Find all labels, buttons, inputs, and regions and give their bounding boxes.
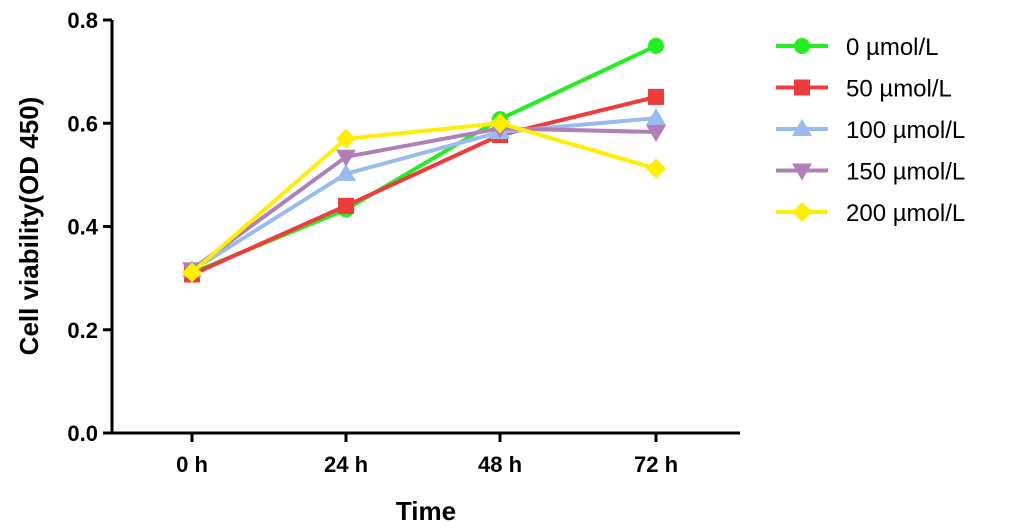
y-tick-label: 0.0 <box>67 421 98 446</box>
y-tick-label: 0.2 <box>67 318 98 343</box>
data-point <box>336 128 356 149</box>
legend-marker <box>792 119 812 136</box>
data-point <box>648 88 664 105</box>
series-2 <box>182 108 666 278</box>
legend-marker <box>794 79 810 96</box>
y-axis-title: Cell viability(OD 450) <box>14 97 44 356</box>
x-tick-label: 48 h <box>478 452 522 477</box>
y-tick-label: 0.4 <box>67 215 98 240</box>
legend-item: 150 µmol/L <box>776 159 965 186</box>
x-tick-label: 72 h <box>634 452 678 477</box>
series-4 <box>182 113 666 283</box>
data-point <box>646 108 666 126</box>
legend-label: 200 µmol/L <box>846 200 965 227</box>
legend-label: 0 µmol/L <box>846 34 939 61</box>
legend-item: 100 µmol/L <box>776 117 965 144</box>
data-point <box>338 197 354 214</box>
legend-item: 50 µmol/L <box>776 76 952 103</box>
data-point <box>182 262 202 283</box>
y-tick-label: 0.8 <box>67 8 98 33</box>
x-axis-title: Time <box>396 496 456 526</box>
series-line <box>191 94 657 277</box>
x-ticks: 0 h 24 h 48 h 72 h <box>176 433 678 477</box>
series-3 <box>182 121 666 280</box>
series-1 <box>184 88 664 283</box>
axes <box>110 20 740 435</box>
legend-label: 50 µmol/L <box>846 76 952 103</box>
series-line <box>191 44 657 275</box>
legend-label: 100 µmol/L <box>846 117 965 144</box>
y-tick-label: 0.6 <box>67 111 98 136</box>
data-point <box>648 37 664 54</box>
data-point <box>646 158 666 179</box>
legend-item: 200 µmol/L <box>776 200 965 227</box>
series-group <box>182 37 666 283</box>
data-point <box>490 113 510 134</box>
x-tick-label: 24 h <box>324 452 368 477</box>
x-tick-label: 0 h <box>176 452 208 477</box>
data-point <box>646 125 666 143</box>
legend-item: 0 µmol/L <box>776 34 939 61</box>
data-point <box>336 149 356 167</box>
legend: 0 µmol/L 50 µmol/L 100 µmol/L 150 µmol/L 200… <box>776 34 965 227</box>
series-line <box>190 116 657 273</box>
series-line <box>190 126 657 271</box>
data-point <box>336 163 356 181</box>
y-ticks: 0.0 0.2 0.4 0.6 0.8 <box>67 8 112 446</box>
legend-label: 150 µmol/L <box>846 159 965 186</box>
legend-marker <box>794 38 810 54</box>
legend-marker <box>792 163 812 181</box>
series-line <box>190 121 657 274</box>
legend-marker <box>792 202 812 222</box>
